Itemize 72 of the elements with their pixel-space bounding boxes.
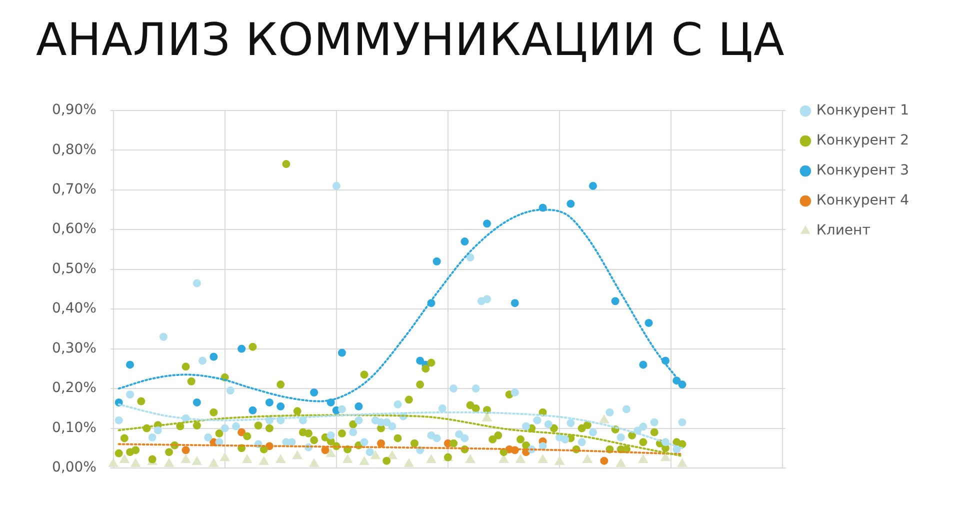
point <box>538 454 548 464</box>
legend-label: Конкурент 2 <box>816 132 910 149</box>
point <box>292 450 303 460</box>
point <box>326 448 336 458</box>
point <box>482 412 492 422</box>
point <box>554 456 565 466</box>
point <box>404 458 414 468</box>
point <box>220 452 230 462</box>
y-tick-label: 0,80% <box>52 142 96 158</box>
point <box>460 238 469 246</box>
point <box>182 446 190 454</box>
y-tick-label: 0,20% <box>52 380 96 396</box>
point <box>386 450 398 460</box>
legend-label: Конкурент 4 <box>816 192 910 209</box>
point <box>465 454 476 464</box>
point <box>180 454 191 464</box>
point <box>130 458 141 468</box>
chart-title: АНАЛИЗ КОММУНИКАЦИИ С ЦА <box>36 13 785 66</box>
point <box>308 458 320 468</box>
point <box>677 458 688 468</box>
point <box>416 356 424 365</box>
point <box>616 458 626 468</box>
y-tick-label: 0,30% <box>52 340 96 356</box>
point <box>238 344 246 353</box>
point <box>310 388 318 397</box>
point <box>566 200 575 208</box>
legend-label: Конкурент 3 <box>816 162 910 179</box>
point <box>164 458 174 468</box>
point <box>192 398 201 406</box>
point <box>242 454 252 464</box>
point <box>119 454 130 464</box>
point <box>582 454 593 464</box>
point <box>126 360 134 369</box>
y-tick-label: 0,40% <box>52 300 96 317</box>
point <box>498 454 509 464</box>
point <box>208 458 219 468</box>
point <box>600 456 608 465</box>
point <box>639 360 648 369</box>
y-tick-label: 0,50% <box>52 260 96 277</box>
point <box>611 297 620 306</box>
point <box>258 456 270 466</box>
point <box>359 456 370 466</box>
point <box>342 454 353 464</box>
point <box>370 450 381 460</box>
point <box>265 398 274 406</box>
point <box>432 257 441 266</box>
point <box>338 348 346 357</box>
y-tick-label: 0,70% <box>52 182 96 198</box>
y-tick-label: 0,90% <box>52 102 96 118</box>
y-tick-label: 0,10% <box>52 420 96 436</box>
point <box>426 454 436 464</box>
point <box>588 182 597 190</box>
point <box>644 318 653 327</box>
point <box>108 458 118 468</box>
y-tick-label: 0,00% <box>52 460 96 476</box>
point <box>598 414 610 424</box>
point <box>192 456 202 466</box>
point <box>275 454 286 464</box>
legend-label: Конкурент 1 <box>816 102 910 119</box>
point <box>483 220 491 228</box>
point <box>377 439 386 448</box>
point <box>515 454 526 464</box>
point <box>660 452 671 462</box>
point <box>510 299 519 308</box>
point <box>238 428 246 436</box>
point <box>248 406 257 414</box>
point <box>638 454 648 464</box>
y-tick-label: 0,60% <box>52 221 96 238</box>
legend-label: Клиент <box>816 222 870 239</box>
point <box>210 352 218 361</box>
point <box>276 402 285 410</box>
point <box>354 402 363 410</box>
